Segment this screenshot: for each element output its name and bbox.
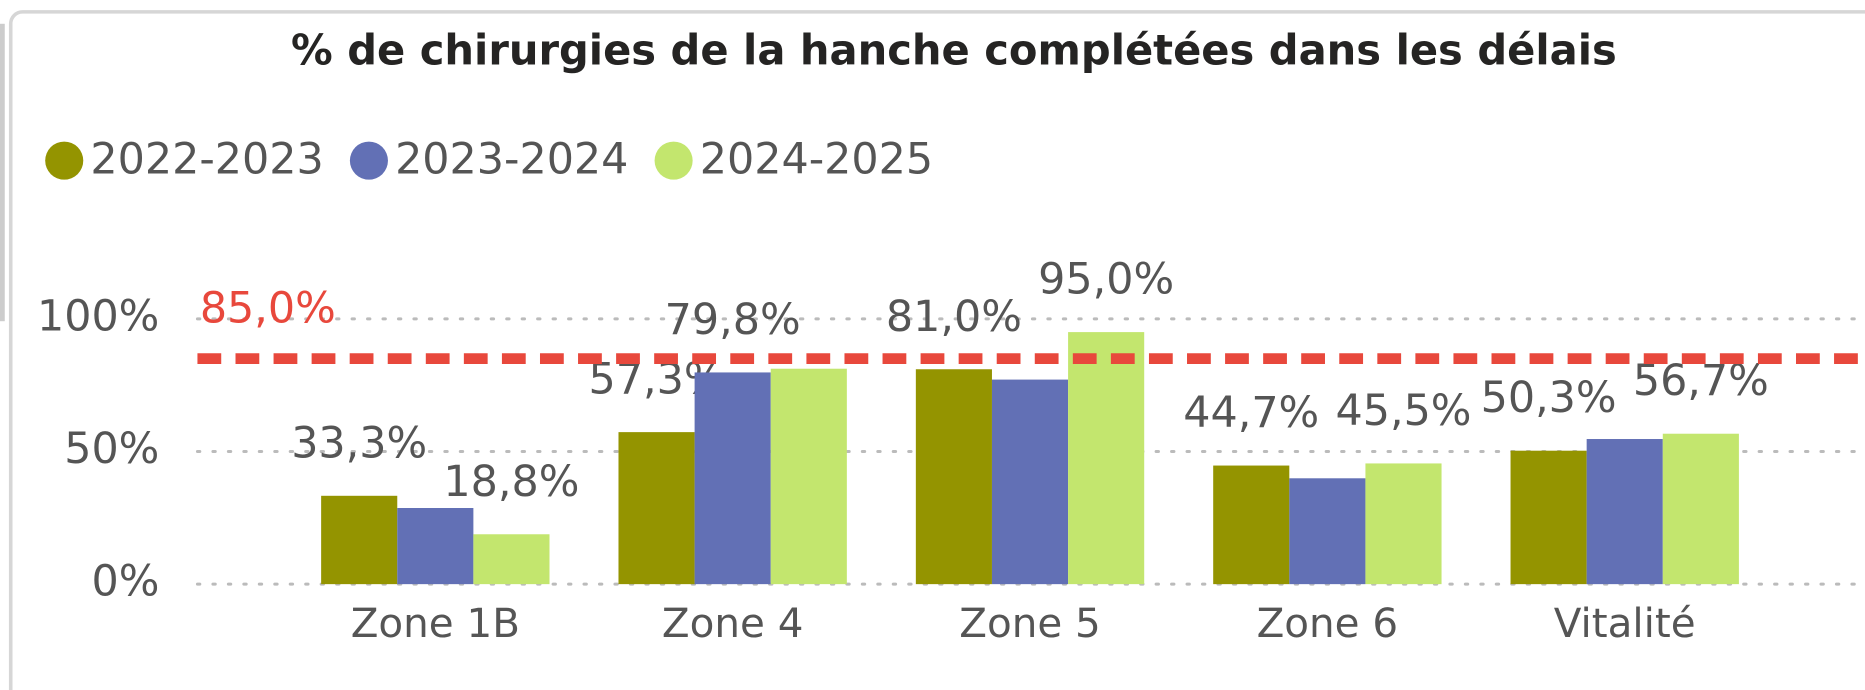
- target-label: 85,0%: [200, 284, 336, 334]
- x-tick-label: Zone 6: [1257, 599, 1399, 647]
- y-tick-label: 0%: [91, 557, 159, 607]
- legend-label: 2022-2023: [90, 134, 323, 184]
- bar: [1510, 450, 1587, 585]
- bar: [321, 495, 398, 585]
- chart-title: % de chirurgies de la hanche complétées …: [291, 26, 1617, 75]
- bar: [694, 372, 771, 585]
- bar: [618, 432, 695, 585]
- bar: [397, 508, 474, 585]
- data-label: 50,3%: [1481, 373, 1617, 423]
- bar: [473, 534, 550, 585]
- bar: [915, 369, 992, 585]
- x-tick-label: Zone 5: [959, 599, 1101, 647]
- bar: [770, 368, 847, 585]
- x-tick-label: Vitalité: [1554, 599, 1696, 647]
- legend-swatch: [349, 141, 388, 180]
- card: [8, 10, 1865, 690]
- data-label: 95,0%: [1038, 255, 1174, 305]
- data-label: 33,3%: [291, 418, 427, 468]
- legend-label: 2023-2024: [395, 134, 628, 184]
- bar: [1365, 463, 1442, 585]
- data-label: 45,5%: [1335, 386, 1471, 436]
- legend-label: 2024-2025: [700, 134, 933, 184]
- bar: [991, 379, 1069, 585]
- legend-swatch: [45, 141, 84, 180]
- legend-swatch: [654, 141, 693, 180]
- card-edge: [0, 23, 5, 322]
- data-label: 44,7%: [1183, 388, 1319, 438]
- y-tick-label: 100%: [37, 291, 159, 341]
- bar: [1213, 465, 1290, 585]
- data-label: 18,8%: [443, 457, 579, 507]
- bar: [1289, 478, 1366, 585]
- data-label: 81,0%: [886, 292, 1022, 342]
- chart-body: % de chirurgies de la hanche complétées …: [0, 10, 1865, 690]
- bar: [1662, 433, 1739, 585]
- bar: [1068, 332, 1145, 585]
- y-tick-label: 50%: [64, 424, 159, 474]
- data-label: 79,8%: [665, 295, 801, 345]
- x-tick-label: Zone 4: [662, 599, 804, 647]
- x-tick-label: Zone 1B: [351, 599, 520, 647]
- data-label: 56,7%: [1633, 356, 1769, 406]
- bar: [1586, 439, 1663, 585]
